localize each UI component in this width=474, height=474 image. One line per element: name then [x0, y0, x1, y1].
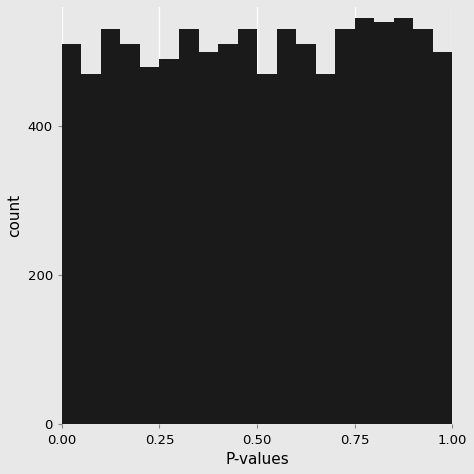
Bar [296, 44, 316, 425]
Bar [277, 29, 296, 425]
Bar [179, 29, 199, 425]
Bar [374, 22, 394, 425]
Bar [101, 29, 120, 425]
Bar [199, 52, 218, 425]
Bar [218, 44, 237, 425]
Bar [394, 18, 413, 425]
Bar [62, 44, 82, 425]
Bar [413, 29, 433, 425]
Bar [140, 66, 159, 425]
Bar [316, 74, 335, 425]
Bar [237, 29, 257, 425]
Bar [433, 52, 452, 425]
Bar [257, 74, 277, 425]
Bar [81, 74, 101, 425]
Bar [355, 18, 374, 425]
Bar [120, 44, 140, 425]
Bar [335, 29, 355, 425]
Bar [159, 59, 179, 425]
X-axis label: P-values: P-values [225, 452, 289, 467]
Y-axis label: count: count [7, 194, 22, 237]
